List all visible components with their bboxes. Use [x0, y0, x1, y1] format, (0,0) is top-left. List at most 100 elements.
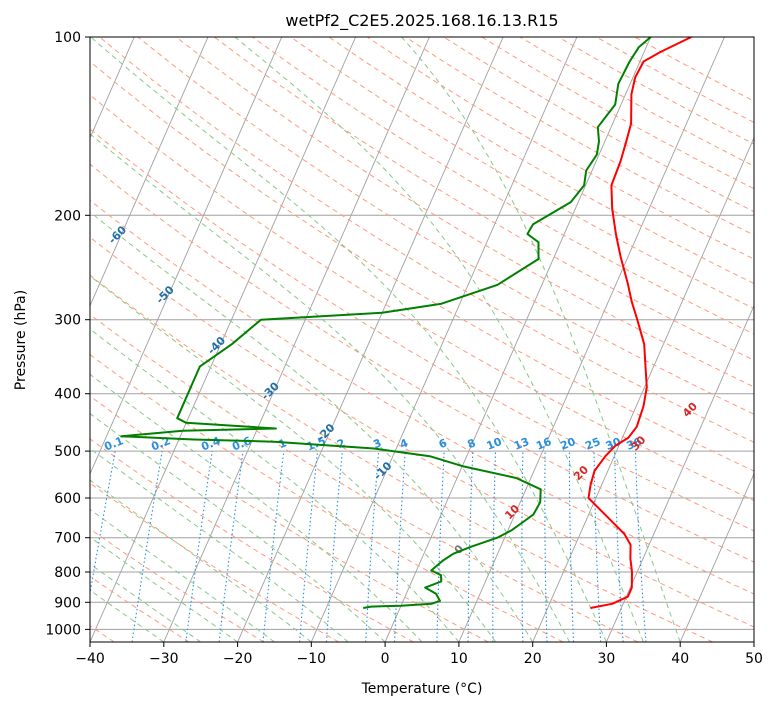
x-tick-label: −40	[75, 651, 105, 667]
moist-adiabat-line	[90, 412, 386, 642]
dry-adiabat-line	[90, 199, 754, 595]
temperature-profile-line	[587, 37, 692, 609]
dry-adiabat-line	[90, 313, 639, 642]
dry-adiabats	[90, 37, 754, 642]
x-tick-label: 20	[524, 651, 542, 667]
mixing-ratio-line	[394, 451, 406, 642]
mixing-ratio-label: 1	[277, 436, 289, 451]
x-axis-ticks: −40 −30 −20 −10 0 10 20 30 40 50	[75, 642, 763, 667]
isotherm-line	[679, 472, 754, 642]
dry-adiabat-line	[90, 482, 339, 642]
isotherm-line	[753, 640, 754, 642]
dry-adiabat-line	[366, 37, 754, 260]
moist-adiabat-label: 20	[571, 463, 591, 483]
mixing-ratio-line	[131, 451, 163, 642]
chart-title: wetPf2_C2E5.2025.168.16.13.R15	[285, 11, 558, 31]
mixing-ratio-label: 4	[398, 436, 410, 451]
isotherm-line	[458, 37, 725, 642]
y-tick-label: 500	[54, 444, 81, 460]
dry-adiabat-line	[557, 37, 754, 145]
isotherm-line	[0, 37, 61, 642]
mixing-ratio-line	[185, 451, 213, 642]
mixing-ratio-label: 3	[371, 436, 383, 451]
moist-adiabat-line	[90, 479, 312, 642]
isotherm-line	[163, 37, 430, 642]
dry-adiabat-line	[90, 94, 754, 502]
dry-adiabat-line	[443, 37, 754, 213]
mixing-ratio-label: 8	[466, 436, 478, 451]
x-tick-label: 10	[450, 651, 468, 667]
mixing-ratio-label: 13	[512, 435, 531, 453]
moist-adiabats	[90, 37, 681, 642]
dry-adiabat-line	[519, 37, 754, 167]
x-tick-label: −10	[297, 651, 327, 667]
mixing-ratio-label: 16	[534, 435, 553, 453]
moist-adiabat-label: 40	[680, 400, 700, 420]
moist-adiabat-line	[90, 508, 275, 642]
dry-adiabat-line	[90, 353, 564, 642]
moist-adiabat-line	[90, 536, 238, 642]
dry-adiabat-line	[175, 37, 754, 388]
mixing-ratio-label: 36	[625, 435, 644, 453]
moist-adiabat-line	[90, 563, 201, 642]
mixing-ratio-line	[492, 451, 497, 642]
mixing-ratio-label: 2	[335, 436, 347, 451]
dry-adiabat-line	[90, 236, 754, 628]
x-tick-label: −20	[223, 651, 253, 667]
moist-adiabat-line	[90, 328, 460, 642]
x-tick-label: 40	[671, 651, 689, 667]
isotherm-line	[90, 37, 283, 476]
x-tick-label: 30	[597, 651, 615, 667]
moist-adiabat-line	[401, 37, 681, 642]
dry-adiabat-line	[252, 37, 754, 335]
mixing-ratio-line	[634, 451, 647, 642]
dry-adiabat-line	[90, 128, 754, 532]
moist-adiabat-line	[234, 37, 644, 642]
x-tick-label: −30	[149, 651, 179, 667]
moist-adiabat-line	[90, 373, 423, 642]
y-axis-ticks: 100 200 300 400 500 600 700 800 900 1000	[45, 30, 90, 638]
mixing-ratio-label: 30	[604, 435, 623, 453]
y-tick-label: 200	[54, 208, 81, 224]
dry-adiabat-line	[90, 438, 414, 642]
x-tick-label: 0	[381, 651, 390, 667]
isotherm-line	[310, 37, 578, 642]
isotherm-line	[605, 304, 754, 642]
mixing-ratio-label: 20	[558, 435, 577, 453]
dry-adiabat-line	[596, 37, 754, 123]
dewpoint-profile-line	[120, 37, 652, 609]
dry-adiabat-line	[90, 395, 489, 642]
mixing-ratio-line	[90, 451, 116, 597]
moist-adiabat-line	[90, 589, 165, 642]
plot-area: 0.10.20.40.611.52346810131620253036-100-…	[0, 37, 754, 642]
dry-adiabat-line	[90, 274, 713, 642]
mixing-ratio-line	[299, 451, 319, 642]
dry-adiabat-line	[214, 37, 754, 361]
mixing-ratio-line	[568, 451, 575, 642]
dry-adiabat-line	[290, 37, 754, 310]
isotherm-line	[384, 37, 652, 642]
isotherm-line	[237, 37, 504, 642]
y-tick-label: 300	[54, 313, 81, 329]
mixing-ratio-line	[218, 451, 244, 642]
mixing-ratio-line	[593, 451, 602, 642]
dry-adiabat-label: -30	[259, 379, 282, 402]
mixing-ratio-label: 25	[583, 435, 602, 453]
x-tick-label: 50	[745, 651, 763, 667]
y-tick-label: 100	[54, 30, 81, 46]
dry-adiabat-line	[90, 163, 754, 563]
y-tick-label: 400	[54, 387, 81, 403]
moist-adiabat-line	[90, 275, 497, 642]
y-tick-label: 800	[54, 565, 81, 581]
moist-adiabat-line	[90, 211, 534, 642]
dry-adiabat-line	[99, 37, 754, 443]
plot-frame	[89, 36, 755, 643]
dry-adiabat-label: -10	[371, 459, 394, 482]
moist-adiabat-line	[90, 447, 349, 642]
y-tick-label: 700	[54, 531, 81, 547]
sounding-profiles	[120, 37, 692, 609]
mixing-ratio-line	[436, 451, 445, 642]
mixing-ratio-line	[262, 451, 285, 642]
y-tick-label: 600	[54, 491, 81, 507]
